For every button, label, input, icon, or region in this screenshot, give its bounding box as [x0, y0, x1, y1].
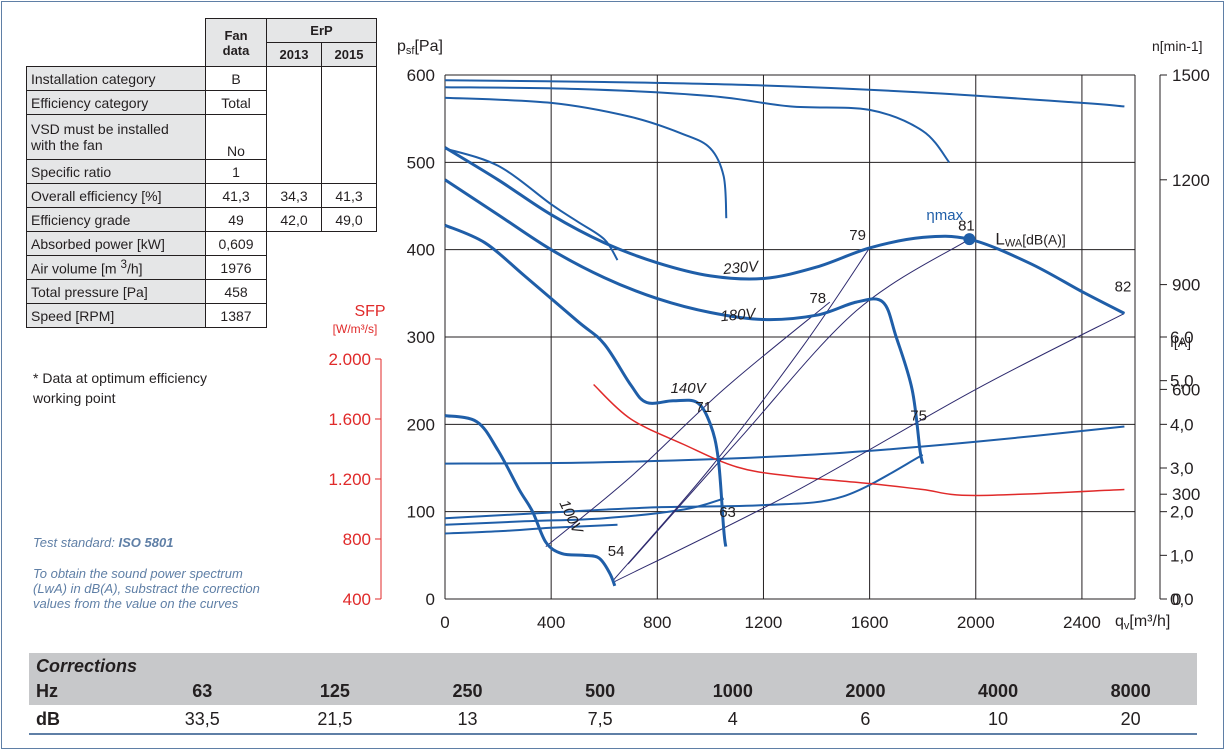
- x-tick-label: 800: [643, 613, 671, 632]
- table-row: Specific ratio 1: [26, 159, 377, 184]
- y-tick-label: 600: [407, 66, 435, 85]
- rpm-tick-label: 300: [1172, 485, 1200, 504]
- current-tick-label: 0,0: [1170, 590, 1194, 609]
- x-tick-label: 1600: [851, 613, 889, 632]
- erp-2015-header: 2015: [321, 42, 377, 67]
- current-tick-label: 3,0: [1170, 459, 1194, 478]
- efficiency-point-marker: [963, 233, 976, 246]
- table-row: Total pressure [Pa] 458: [26, 279, 377, 304]
- current-tick-label: 1,0: [1170, 546, 1194, 565]
- pressure-curve-180V: [444, 178, 925, 464]
- corrections-title: Corrections: [29, 653, 1197, 677]
- sfp-axis-title: SFP: [354, 303, 385, 320]
- sfp-tick-label: 800: [343, 530, 371, 549]
- x-tick-label: 1200: [745, 613, 783, 632]
- speed-curve: [444, 96, 728, 219]
- fan-data-table: Fan data ErP 2013 2015 Installation categ…: [26, 18, 377, 328]
- test-standard: Test standard: ISO 5801: [33, 535, 174, 550]
- lwa-label: LWA[dB(A)]: [995, 229, 1065, 249]
- footnote: * Data at optimum efficiency working poi…: [33, 370, 208, 406]
- voltage-label: 180V: [720, 305, 758, 325]
- speed-curve: [444, 147, 619, 261]
- table-row: Overall efficiency [%] 41,3 34,3 41,3: [26, 183, 377, 208]
- sfp-curve: [593, 383, 1125, 497]
- noise-level-label: 75: [910, 408, 927, 425]
- erp-header: ErP: [266, 18, 377, 43]
- x-tick-label: 400: [537, 613, 565, 632]
- noise-level-label: 79: [849, 227, 866, 244]
- noise-level-label: 82: [1115, 278, 1132, 295]
- voltage-label: 140V: [671, 380, 708, 397]
- noise-level-label: 63: [719, 504, 736, 521]
- current-curve: [444, 523, 618, 535]
- rpm-axis-title: n[min-1]: [1152, 38, 1203, 54]
- current-curve: [444, 497, 724, 526]
- current-tick-label: 6,0: [1170, 328, 1194, 347]
- voltage-label: 230V: [722, 258, 761, 278]
- table-row: Installation category B: [26, 66, 377, 184]
- current-curve: [444, 425, 1125, 465]
- x-tick-label: 2000: [957, 613, 995, 632]
- current-axis-title: I[A]: [1170, 334, 1191, 350]
- noise-line: [611, 247, 871, 582]
- table-row: Speed [RPM] 1387: [26, 303, 377, 328]
- table-row: Efficiency category Total: [26, 90, 377, 115]
- sfp-axis-unit: [W/m³/s]: [333, 322, 378, 336]
- corrections-db-row: dB 33,5 21,5 13 7,5 4 6 10 20: [29, 705, 1197, 735]
- noise-level-label: 81: [958, 217, 975, 234]
- correction-note: To obtain the sound power spectrum (LwA)…: [33, 566, 260, 611]
- y-tick-label: 0: [426, 590, 435, 609]
- rpm-tick-label: 1500: [1172, 66, 1210, 85]
- noise-line: [614, 312, 1125, 582]
- noise-line: [627, 238, 970, 565]
- current-tick-label: 5,0: [1170, 372, 1194, 391]
- speed-curve: [444, 86, 950, 163]
- pressure-curve-100V: [444, 414, 617, 587]
- rpm-tick-label: 1200: [1172, 171, 1210, 190]
- noise-line: [545, 301, 831, 547]
- speed-curve: [444, 79, 1125, 108]
- rpm-tick-label: 600: [1172, 380, 1200, 399]
- y-tick-label: 200: [407, 415, 435, 434]
- pressure-curve-140V: [444, 223, 728, 547]
- current-tick-label: 2,0: [1170, 503, 1194, 522]
- efficiency-point-label: ηmax: [926, 207, 963, 224]
- rpm-tick-label: 900: [1172, 276, 1200, 295]
- current-tick-label: 4,0: [1170, 415, 1194, 434]
- x-axis-title: qv[m³/h]: [1115, 613, 1170, 632]
- pressure-curve-230V: [444, 146, 1126, 315]
- noise-level-label: 78: [809, 290, 826, 307]
- rpm-tick-label: 0: [1172, 590, 1181, 609]
- x-tick-label: 0: [440, 613, 449, 632]
- fan-curve-chart: 0 400 800 1200 1600 2000 2400 0 100 200 300 400 500 6…: [328, 38, 1210, 632]
- corrections-table: Corrections Hz 63 125 250 500 1000 2000 …: [29, 653, 1197, 735]
- y-tick-label: 400: [407, 241, 435, 260]
- x-tick-label: 2400: [1063, 613, 1101, 632]
- sfp-tick-label: 400: [343, 590, 371, 609]
- noise-level-label: 71: [695, 399, 712, 416]
- sfp-tick-label: 1.200: [328, 470, 371, 489]
- y-tick-label: 100: [407, 503, 435, 522]
- table-row: VSD must be installed with the fan No: [26, 114, 377, 160]
- sfp-tick-label: 2.000: [328, 350, 371, 369]
- y-axis-title: psf[Pa]: [397, 38, 443, 57]
- y-tick-label: 300: [407, 328, 435, 347]
- noise-level-label: 54: [608, 543, 625, 560]
- sfp-tick-label: 1.600: [328, 410, 371, 429]
- corrections-hz-row: Hz 63 125 250 500 1000 2000 4000 8000: [29, 677, 1197, 705]
- table-row: Absorbed power [kW] 0,609: [26, 231, 377, 256]
- y-tick-label: 500: [407, 153, 435, 172]
